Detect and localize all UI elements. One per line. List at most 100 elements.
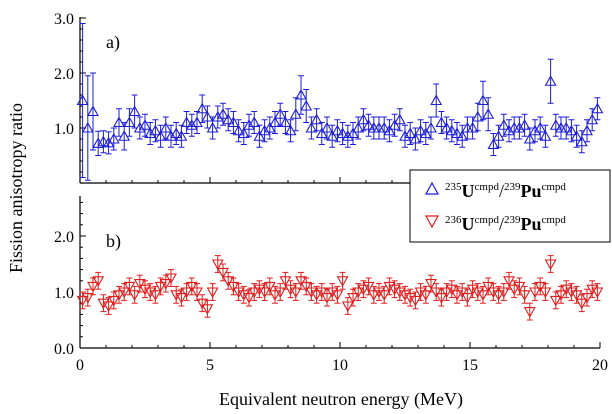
data-marker	[560, 284, 573, 296]
y-tick-label: 2.0	[54, 66, 74, 83]
data-point	[170, 122, 183, 145]
data-marker	[471, 110, 484, 122]
data-marker	[274, 108, 287, 119]
data-marker	[487, 287, 500, 299]
data-marker	[336, 276, 349, 287]
data-marker	[518, 119, 531, 130]
data-point	[466, 280, 479, 299]
data-marker	[560, 121, 573, 133]
data-marker	[544, 75, 557, 86]
x-tick-label: 15	[462, 357, 478, 374]
data-marker	[237, 127, 250, 139]
data-point	[315, 283, 328, 301]
data-marker	[284, 284, 297, 296]
data-point	[419, 285, 432, 304]
data-marker	[97, 298, 110, 310]
data-marker	[570, 130, 583, 141]
data-marker	[321, 121, 333, 133]
data-marker	[180, 116, 193, 128]
data-point	[87, 72, 99, 151]
data-marker	[347, 293, 359, 304]
data-point	[102, 297, 115, 315]
data-point	[341, 124, 354, 148]
data-point	[565, 119, 578, 143]
data-point	[523, 302, 536, 321]
data-marker	[279, 116, 292, 128]
data-point	[430, 83, 443, 118]
data-point	[399, 285, 411, 304]
data-marker	[154, 281, 167, 293]
data-marker	[399, 290, 411, 301]
data-point	[165, 269, 177, 287]
data-marker	[206, 287, 219, 299]
data-marker	[544, 259, 557, 271]
data-point	[263, 116, 276, 140]
data-marker	[123, 116, 136, 128]
data-point	[513, 116, 526, 140]
data-point	[492, 285, 505, 304]
data-point	[440, 116, 453, 140]
legend-label-series2: 236Ucmpd/239Pucmpd	[445, 214, 566, 234]
data-marker	[331, 290, 344, 301]
data-marker	[321, 293, 333, 304]
data-point	[269, 285, 281, 304]
data-marker	[456, 130, 469, 141]
data-point	[305, 116, 318, 140]
data-marker	[248, 287, 261, 299]
data-marker	[549, 295, 562, 307]
data-point	[383, 119, 396, 143]
data-marker	[87, 105, 99, 117]
y-tick-label: 2.0	[54, 229, 74, 246]
data-point	[243, 113, 255, 137]
data-marker	[523, 307, 536, 318]
data-marker	[456, 287, 469, 299]
data-point	[310, 108, 323, 132]
data-marker	[133, 279, 146, 290]
data-point	[107, 127, 120, 151]
data-marker	[248, 116, 261, 128]
data-marker	[404, 127, 417, 139]
data-marker	[258, 124, 271, 136]
data-marker	[549, 119, 562, 130]
y-tick-label: 1.0	[54, 285, 74, 302]
data-marker	[435, 293, 448, 304]
data-marker	[508, 284, 521, 296]
data-point	[331, 285, 344, 304]
data-point	[367, 285, 380, 304]
data-marker	[326, 287, 339, 299]
data-point	[175, 288, 188, 307]
data-marker	[253, 130, 266, 141]
data-marker	[295, 276, 307, 287]
data-point	[180, 283, 193, 301]
data-point	[237, 285, 250, 304]
data-marker	[529, 287, 541, 299]
data-point	[227, 111, 240, 134]
data-marker	[175, 130, 188, 141]
data-marker	[191, 287, 203, 299]
data-point	[471, 102, 484, 132]
data-point	[409, 291, 422, 310]
data-marker	[102, 301, 115, 313]
data-point	[555, 285, 567, 304]
data-marker	[310, 290, 323, 301]
data-point	[159, 274, 172, 293]
data-marker	[222, 113, 235, 125]
data-marker	[336, 127, 349, 139]
data-point	[373, 283, 385, 301]
legend-element-u: U	[462, 214, 475, 234]
data-point	[253, 280, 266, 299]
data-marker	[232, 287, 245, 299]
data-point	[144, 122, 157, 145]
data-marker	[300, 281, 313, 293]
data-marker	[352, 121, 365, 133]
data-point	[128, 285, 141, 304]
legend-box	[409, 169, 611, 243]
data-marker	[373, 287, 385, 299]
data-point	[191, 283, 203, 301]
data-point	[482, 277, 495, 296]
data-point	[435, 111, 448, 134]
data-point	[300, 89, 313, 123]
legend-sup-cmpd: cmpd	[475, 214, 500, 226]
data-marker	[326, 130, 339, 141]
data-marker	[341, 130, 354, 141]
